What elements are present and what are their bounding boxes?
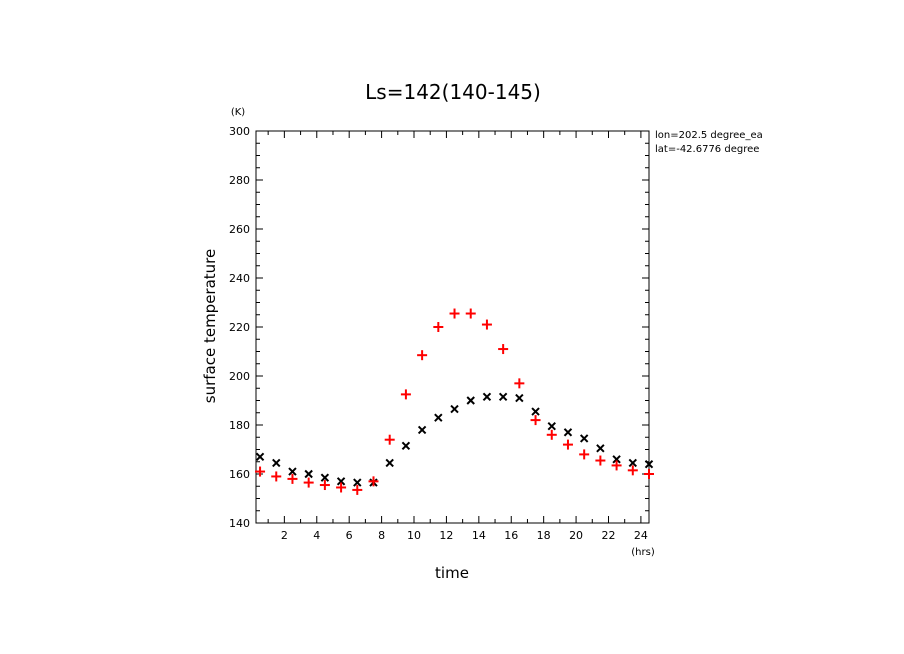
- series-black-x-point: [628, 458, 638, 468]
- series-red-plus-point: [255, 466, 266, 477]
- y-tick-label: 300: [229, 125, 250, 138]
- y-tick-label: 260: [229, 223, 250, 236]
- y-tick-label: 200: [229, 370, 250, 383]
- series-red-plus-point: [368, 476, 379, 487]
- series-black-x-point: [547, 422, 556, 431]
- x-axis-unit: (hrs): [631, 547, 655, 558]
- series-black-x-point: [612, 455, 621, 464]
- series-black-x-point: [563, 428, 573, 437]
- annotation-lat: lat=-42.6776 degree: [655, 144, 759, 155]
- series-black-x-point: [579, 434, 589, 443]
- x-tick-label: 18: [537, 529, 551, 542]
- y-tick-label: 220: [229, 321, 250, 334]
- series-red-plus-point: [303, 477, 314, 488]
- series-red-plus-point: [384, 434, 395, 445]
- series-red-plus-point: [546, 429, 557, 440]
- x-tick-label: 4: [313, 529, 320, 542]
- series-black-x-point: [353, 478, 362, 487]
- series-red-plus-point: [400, 389, 411, 400]
- x-tick-label: 24: [634, 529, 648, 542]
- x-tick-label: 20: [569, 529, 583, 542]
- series-black-x-point: [466, 396, 475, 405]
- annotation-lon: lon=202.5 degree_ea: [655, 130, 763, 141]
- series-red-plus-point: [595, 455, 606, 466]
- series-red-plus-point: [352, 484, 363, 495]
- series-red-plus-point: [449, 308, 460, 319]
- series-black-x-point: [644, 459, 654, 469]
- series-red-plus-point: [579, 449, 590, 460]
- series-red-plus-point: [336, 482, 347, 493]
- series-red-plus-point: [644, 469, 654, 479]
- series-black-x-point: [482, 392, 492, 402]
- y-tick-label: 160: [229, 468, 250, 481]
- series-red-plus-point: [319, 480, 330, 491]
- y-tick-label: 240: [229, 272, 250, 285]
- series-red-plus-point: [498, 344, 509, 355]
- x-tick-label: 8: [378, 529, 385, 542]
- series-black-x-point: [401, 441, 411, 451]
- x-tick-label: 22: [601, 529, 615, 542]
- series-black-x-point: [596, 444, 605, 453]
- series-red-plus-point: [530, 415, 541, 426]
- y-tick-label: 140: [229, 517, 250, 530]
- series-red-plus-point: [627, 465, 638, 476]
- x-tick-label: 6: [346, 529, 353, 542]
- data-marks: [255, 308, 654, 495]
- series-black-x-point: [434, 413, 443, 422]
- series-red-plus-point: [611, 460, 622, 471]
- series-black-x-point: [320, 473, 330, 482]
- series-red-plus-point: [562, 439, 573, 450]
- series-red-plus-point: [287, 473, 298, 484]
- x-tick-label: 12: [439, 529, 453, 542]
- series-red-plus-point: [271, 471, 282, 482]
- x-tick-label: 2: [281, 529, 288, 542]
- y-tick-label: 180: [229, 419, 250, 432]
- y-axis-label: surface temperature: [201, 249, 219, 404]
- plot-frame: [255, 130, 650, 524]
- series-black-x-point: [417, 425, 427, 435]
- x-tick-label: 16: [504, 529, 518, 542]
- series-black-x-point: [515, 393, 524, 403]
- series-red-plus-point: [433, 322, 444, 332]
- x-axis-label: time: [435, 564, 469, 582]
- x-tick-label: 14: [472, 529, 486, 542]
- series-black-x-point: [385, 458, 394, 468]
- x-tick-label: 10: [407, 529, 421, 542]
- crop-mask: [780, 125, 904, 165]
- axis-ticks: 2 4 6 8 10 12 14 16 18 20 22 2414016018020022024026…: [229, 125, 649, 542]
- chart-title: Ls=142(140-145): [365, 80, 541, 104]
- series-black-x-point: [272, 458, 281, 468]
- series-red-plus-point: [481, 319, 492, 330]
- series-black-x-point: [498, 392, 508, 402]
- series-red-plus-point: [465, 308, 476, 319]
- y-tick-label: 280: [229, 174, 250, 187]
- series-black-x-point: [531, 407, 540, 416]
- y-axis-unit: (K): [231, 107, 245, 118]
- series-black-x-point: [288, 467, 297, 476]
- series-black-x-point: [450, 404, 459, 414]
- series-black-x-point: [255, 452, 265, 462]
- series-red-plus-point: [417, 350, 428, 361]
- series-black-x-point: [336, 477, 346, 486]
- series-black-x-point: [304, 469, 313, 479]
- series-red-plus-point: [514, 378, 525, 389]
